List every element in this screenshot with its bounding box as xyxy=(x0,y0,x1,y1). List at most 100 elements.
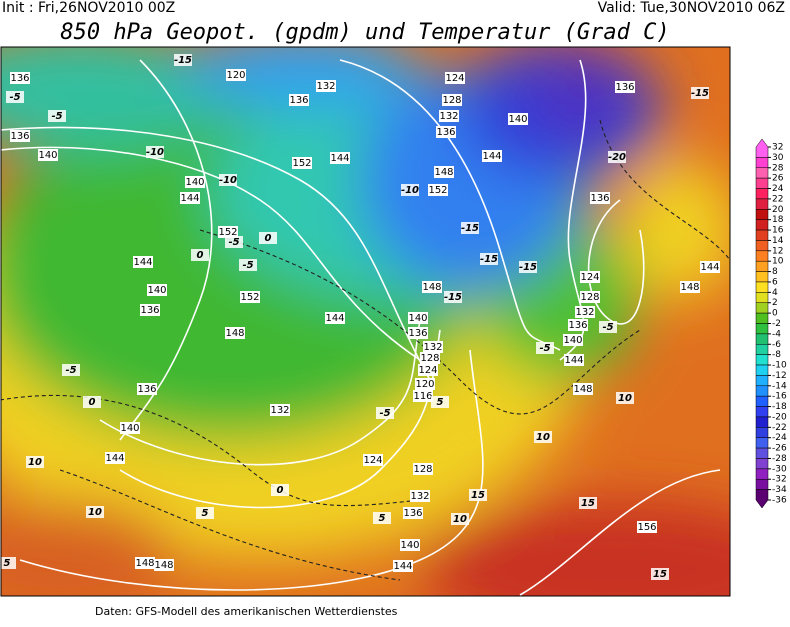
label-box xyxy=(445,72,465,84)
colorbar-swatch xyxy=(755,292,769,303)
geopotential-label: 144 xyxy=(180,193,199,204)
geopotential-label: 132 xyxy=(410,491,429,502)
colorbar-label: -30 xyxy=(772,464,787,474)
geopotential-label: 140 xyxy=(185,177,204,188)
init-time: Init : Fri,26NOV2010 00Z xyxy=(2,0,175,16)
geopotential-label: 136 xyxy=(615,82,634,93)
colorbar-label: -14 xyxy=(772,381,787,391)
label-box xyxy=(568,319,588,331)
colorbar-swatch xyxy=(755,406,769,418)
colorbar-label: 6 xyxy=(772,277,778,287)
colorbar-label: 30 xyxy=(772,153,784,163)
geopotential-label: 144 xyxy=(564,355,583,366)
geopotential-label: 116 xyxy=(413,391,432,402)
geopotential-label: 152 xyxy=(240,292,259,303)
label-box xyxy=(316,80,336,92)
colorbar-label: -26 xyxy=(772,444,787,454)
geopotential-label: 132 xyxy=(439,111,458,122)
colorbar-swatch xyxy=(755,167,769,179)
geopotential-label: 128 xyxy=(580,292,599,303)
title: 850 hPa Geopot. (gpdm) und Temperatur (G… xyxy=(60,20,669,45)
colorbar-label: -16 xyxy=(772,392,787,402)
label-box xyxy=(62,364,80,376)
label-box xyxy=(439,110,459,122)
label-box xyxy=(401,184,419,196)
label-box xyxy=(10,72,30,84)
label-box xyxy=(86,506,104,518)
label-box xyxy=(420,352,440,364)
label-box xyxy=(599,321,617,333)
temperature-label: -5 xyxy=(539,343,550,354)
geopotential-label: 148 xyxy=(680,282,699,293)
colorbar-swatch xyxy=(755,447,769,459)
label-box xyxy=(480,253,498,265)
colorbar-label: 16 xyxy=(772,226,784,236)
temperature-label: -5 xyxy=(65,365,76,376)
label-box xyxy=(590,192,610,204)
label-box xyxy=(410,490,430,502)
temperature-label: 10 xyxy=(453,514,467,525)
geopotential-label: 136 xyxy=(10,131,29,142)
label-box xyxy=(218,226,238,238)
temperature-label: -5 xyxy=(242,260,253,271)
colorbar-label: -2 xyxy=(772,319,781,329)
valid-time: Valid: Tue,30NOV2010 06Z xyxy=(598,0,785,16)
geopotential-label: 132 xyxy=(270,405,289,416)
label-box xyxy=(137,383,157,395)
label-box xyxy=(363,454,383,466)
label-box xyxy=(413,463,433,475)
label-box xyxy=(534,431,552,443)
temperature-label: -15 xyxy=(461,223,479,234)
colorbar-label: 2 xyxy=(772,298,778,308)
label-box xyxy=(444,291,462,303)
geopotential-label: 128 xyxy=(413,464,432,475)
temperature-label: 0 xyxy=(277,485,284,496)
label-box xyxy=(482,150,502,162)
temperature-label: 0 xyxy=(89,397,96,408)
geopotential-label: 140 xyxy=(147,285,166,296)
temperature-label: -20 xyxy=(608,152,626,163)
colorbar-label: 8 xyxy=(772,267,778,277)
temperature-label: -5 xyxy=(602,322,613,333)
colorbar-label: -6 xyxy=(772,340,781,350)
label-box xyxy=(651,568,669,580)
colorbar-swatch xyxy=(755,427,769,438)
label-box xyxy=(408,312,428,324)
temperature-label: -10 xyxy=(401,185,419,196)
geopotential-label: 144 xyxy=(393,561,412,572)
geopotential-label: 144 xyxy=(482,151,501,162)
geopotential-label: 144 xyxy=(700,262,719,273)
label-box xyxy=(580,291,600,303)
geopotential-label: 124 xyxy=(418,365,437,376)
colorbar-swatch xyxy=(755,323,769,335)
temperature-label: 5 xyxy=(379,513,386,524)
colorbar-label: 4 xyxy=(772,288,778,298)
colorbar-label: 14 xyxy=(772,236,784,246)
geopotential-label: 124 xyxy=(580,272,599,283)
geopotential-label: 148 xyxy=(225,328,244,339)
temperature-label: -15 xyxy=(519,262,537,273)
colorbar-swatch xyxy=(755,138,769,158)
temperature-label: 10 xyxy=(88,507,102,518)
colorbar-label: 28 xyxy=(772,163,784,173)
label-box xyxy=(26,456,44,468)
geopotential-label: 148 xyxy=(154,560,173,571)
temperature-label: -15 xyxy=(480,254,498,265)
temperature-label: 10 xyxy=(618,393,632,404)
label-box xyxy=(146,146,164,158)
label-box xyxy=(376,407,394,419)
temperature-label: -5 xyxy=(51,111,62,122)
colorbar-label: 26 xyxy=(772,174,784,184)
map: 1361361401441401521521481441441401361361… xyxy=(1,47,730,596)
colorbar-swatch xyxy=(755,240,769,252)
geopotential-label: 140 xyxy=(563,335,582,346)
label-box xyxy=(434,166,454,178)
colorbar-label: -8 xyxy=(772,350,781,360)
label-box xyxy=(330,152,350,164)
geopotential-label: 148 xyxy=(434,167,453,178)
geopotential-label: 140 xyxy=(508,114,527,125)
geopotential-label: 140 xyxy=(400,540,419,551)
colorbar-swatch xyxy=(755,271,769,283)
colorbar-label: -18 xyxy=(772,402,787,412)
